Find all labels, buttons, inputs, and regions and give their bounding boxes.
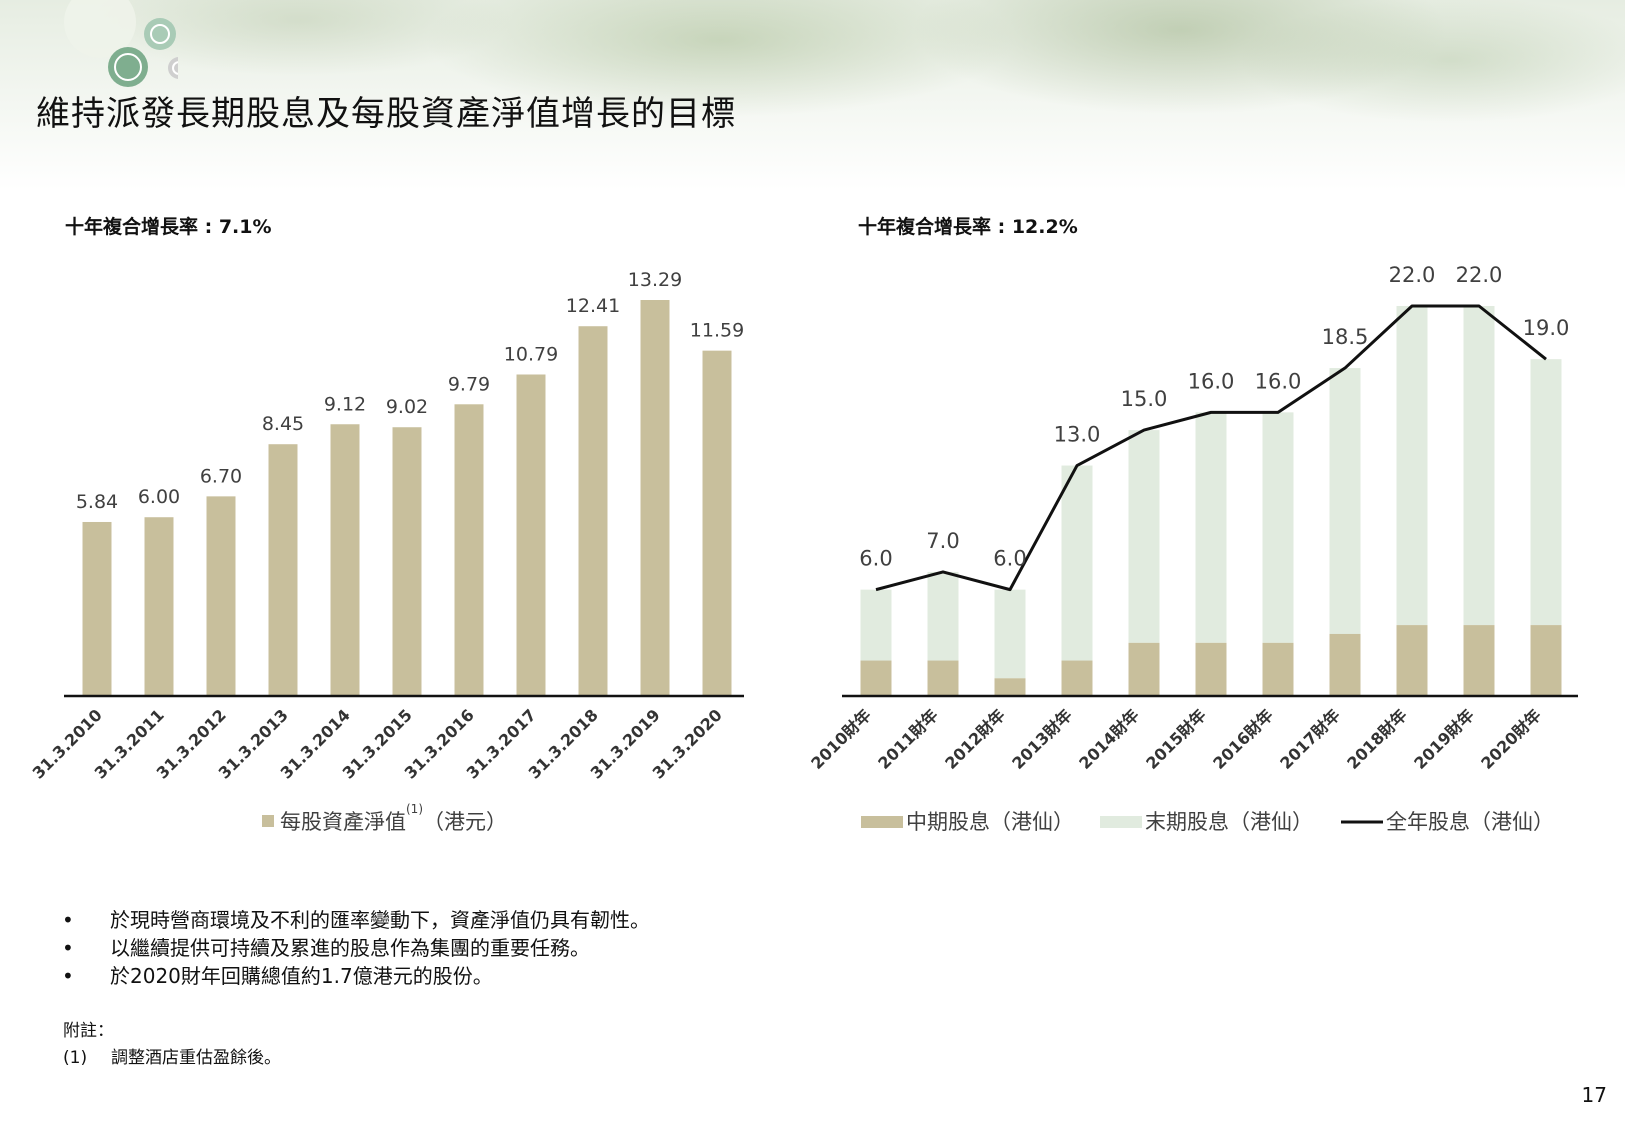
interim-dividend-bar <box>994 678 1026 696</box>
nav-value-label: 10.79 <box>504 343 558 365</box>
bullet-item: • 以繼續提供可持續及累進的股息作為集團的重要任務。 <box>62 934 650 962</box>
note-number: (1) <box>63 1048 88 1068</box>
dividend-value-label: 19.0 <box>1523 316 1570 340</box>
dividend-value-label: 7.0 <box>926 529 959 553</box>
dividend-category-label: 2019財年 <box>1410 705 1478 773</box>
nav-bar <box>702 350 732 696</box>
dividend-value-label: 22.0 <box>1456 263 1503 287</box>
nav-bar <box>516 374 546 696</box>
interim-dividend-bar <box>1463 625 1495 696</box>
dividend-category-label: 2018財年 <box>1343 705 1411 773</box>
bullet-symbol: • <box>62 908 74 932</box>
cagr-right: 十年複合增長率 : 12.2% <box>858 216 1078 238</box>
final-dividend-bar <box>1262 412 1294 643</box>
nav-value-label: 8.45 <box>262 413 304 435</box>
dividend-category-label: 2016財年 <box>1209 705 1277 773</box>
nav-value-label: 6.70 <box>200 465 242 487</box>
nav-value-label: 5.84 <box>76 491 118 513</box>
full-year-dividend-line <box>875 304 1547 592</box>
cagr-left: 十年複合增長率 : 7.1% <box>65 216 272 238</box>
dividend-value-label: 6.0 <box>993 547 1026 571</box>
nav-value-label: 11.59 <box>690 320 744 342</box>
nav-bar <box>330 424 360 696</box>
bullet-text: 以繼續提供可持續及累進的股息作為集團的重要任務。 <box>110 936 590 960</box>
interim-dividend-bar <box>860 660 892 696</box>
full-year-legend-label: 全年股息（港仙） <box>1386 810 1554 834</box>
final-legend-label: 末期股息（港仙） <box>1145 810 1313 834</box>
bullet-list: • 於現時營商環境及不利的匯率變動下，資產淨值仍具有韌性。 • 以繼續提供可持續… <box>62 906 650 990</box>
dividend-value-label: 13.0 <box>1054 423 1101 447</box>
final-dividend-bar <box>927 571 959 661</box>
bullet-text: 於現時營商環境及不利的匯率變動下，資產淨值仍具有韌性。 <box>110 908 650 932</box>
header-banner <box>0 0 1625 190</box>
nav-bar <box>640 300 670 696</box>
bullet-item: • 於2020財年回購總值約1.7億港元的股份。 <box>62 962 650 990</box>
dividend-category-label: 2017財年 <box>1276 705 1344 773</box>
nav-value-label: 6.00 <box>138 486 180 508</box>
final-dividend-bar <box>1128 430 1160 643</box>
nav-bar <box>392 427 422 696</box>
interim-dividend-bar <box>1061 660 1093 696</box>
bullet-symbol: • <box>62 964 74 988</box>
dividend-value-label: 15.0 <box>1121 387 1168 411</box>
nav-value-label: 13.29 <box>628 269 682 291</box>
nav-bar <box>206 496 236 696</box>
nav-legend-swatch <box>262 815 274 827</box>
note-item: (1) 調整酒店重估盈餘後。 <box>63 1045 281 1072</box>
dividend-value-label: 18.5 <box>1322 325 1369 349</box>
page-number: 17 <box>1581 1083 1607 1107</box>
final-dividend-bar <box>1195 412 1227 643</box>
nav-bar <box>144 517 174 696</box>
dividend-category-label: 2011財年 <box>874 705 942 773</box>
final-dividend-bar <box>1329 368 1361 634</box>
footnotes: 附註： (1) 調整酒店重估盈餘後。 <box>63 1018 281 1072</box>
interim-dividend-bar <box>927 660 959 696</box>
final-dividend-bar <box>1061 465 1093 661</box>
dividend-category-label: 2020財年 <box>1477 705 1545 773</box>
final-legend-swatch <box>1100 816 1142 828</box>
interim-dividend-bar <box>1530 625 1562 696</box>
dividend-value-label: 22.0 <box>1389 263 1436 287</box>
note-text: 調整酒店重估盈餘後。 <box>111 1048 281 1068</box>
nav-value-label: 9.79 <box>448 373 490 395</box>
final-dividend-bar <box>1396 306 1428 626</box>
interim-legend-label: 中期股息（港仙） <box>906 810 1074 834</box>
dividend-category-label: 2015財年 <box>1142 705 1210 773</box>
nav-value-label: 9.12 <box>324 393 366 415</box>
interim-dividend-bar <box>1396 625 1428 696</box>
dividend-category-label: 2010財年 <box>807 705 875 773</box>
dividend-value-label: 16.0 <box>1188 369 1235 393</box>
dividend-category-label: 2013財年 <box>1008 705 1076 773</box>
interim-legend-swatch <box>861 816 903 828</box>
final-dividend-bar <box>1463 306 1495 626</box>
nav-bar <box>454 404 484 696</box>
nav-bar <box>82 521 112 696</box>
interim-dividend-bar <box>1195 642 1227 696</box>
bullet-item: • 於現時營商環境及不利的匯率變動下，資產淨值仍具有韌性。 <box>62 906 650 934</box>
bullet-text: 於2020財年回購總值約1.7億港元的股份。 <box>110 964 493 988</box>
interim-dividend-bar <box>1128 642 1160 696</box>
interim-dividend-bar <box>1262 642 1294 696</box>
nav-bar <box>578 326 608 696</box>
logo-circles <box>64 0 178 87</box>
dividend-value-label: 16.0 <box>1255 369 1302 393</box>
final-dividend-bar <box>860 589 892 661</box>
dividend-category-label: 2014財年 <box>1075 705 1143 773</box>
notes-heading: 附註： <box>63 1021 114 1041</box>
nav-value-label: 9.02 <box>386 396 428 418</box>
nav-legend-label: 每股資產淨值(1)（港元） <box>280 802 507 834</box>
interim-dividend-bar <box>1329 633 1361 696</box>
nav-bar <box>268 444 298 696</box>
final-dividend-bar <box>994 589 1026 679</box>
bullet-symbol: • <box>62 936 74 960</box>
dividend-category-label: 2012財年 <box>941 705 1009 773</box>
dividend-value-label: 6.0 <box>859 547 892 571</box>
nav-value-label: 12.41 <box>566 295 620 317</box>
page-title: 維持派發長期股息及每股資產淨值增長的目標 <box>36 94 736 134</box>
final-dividend-bar <box>1530 359 1562 626</box>
